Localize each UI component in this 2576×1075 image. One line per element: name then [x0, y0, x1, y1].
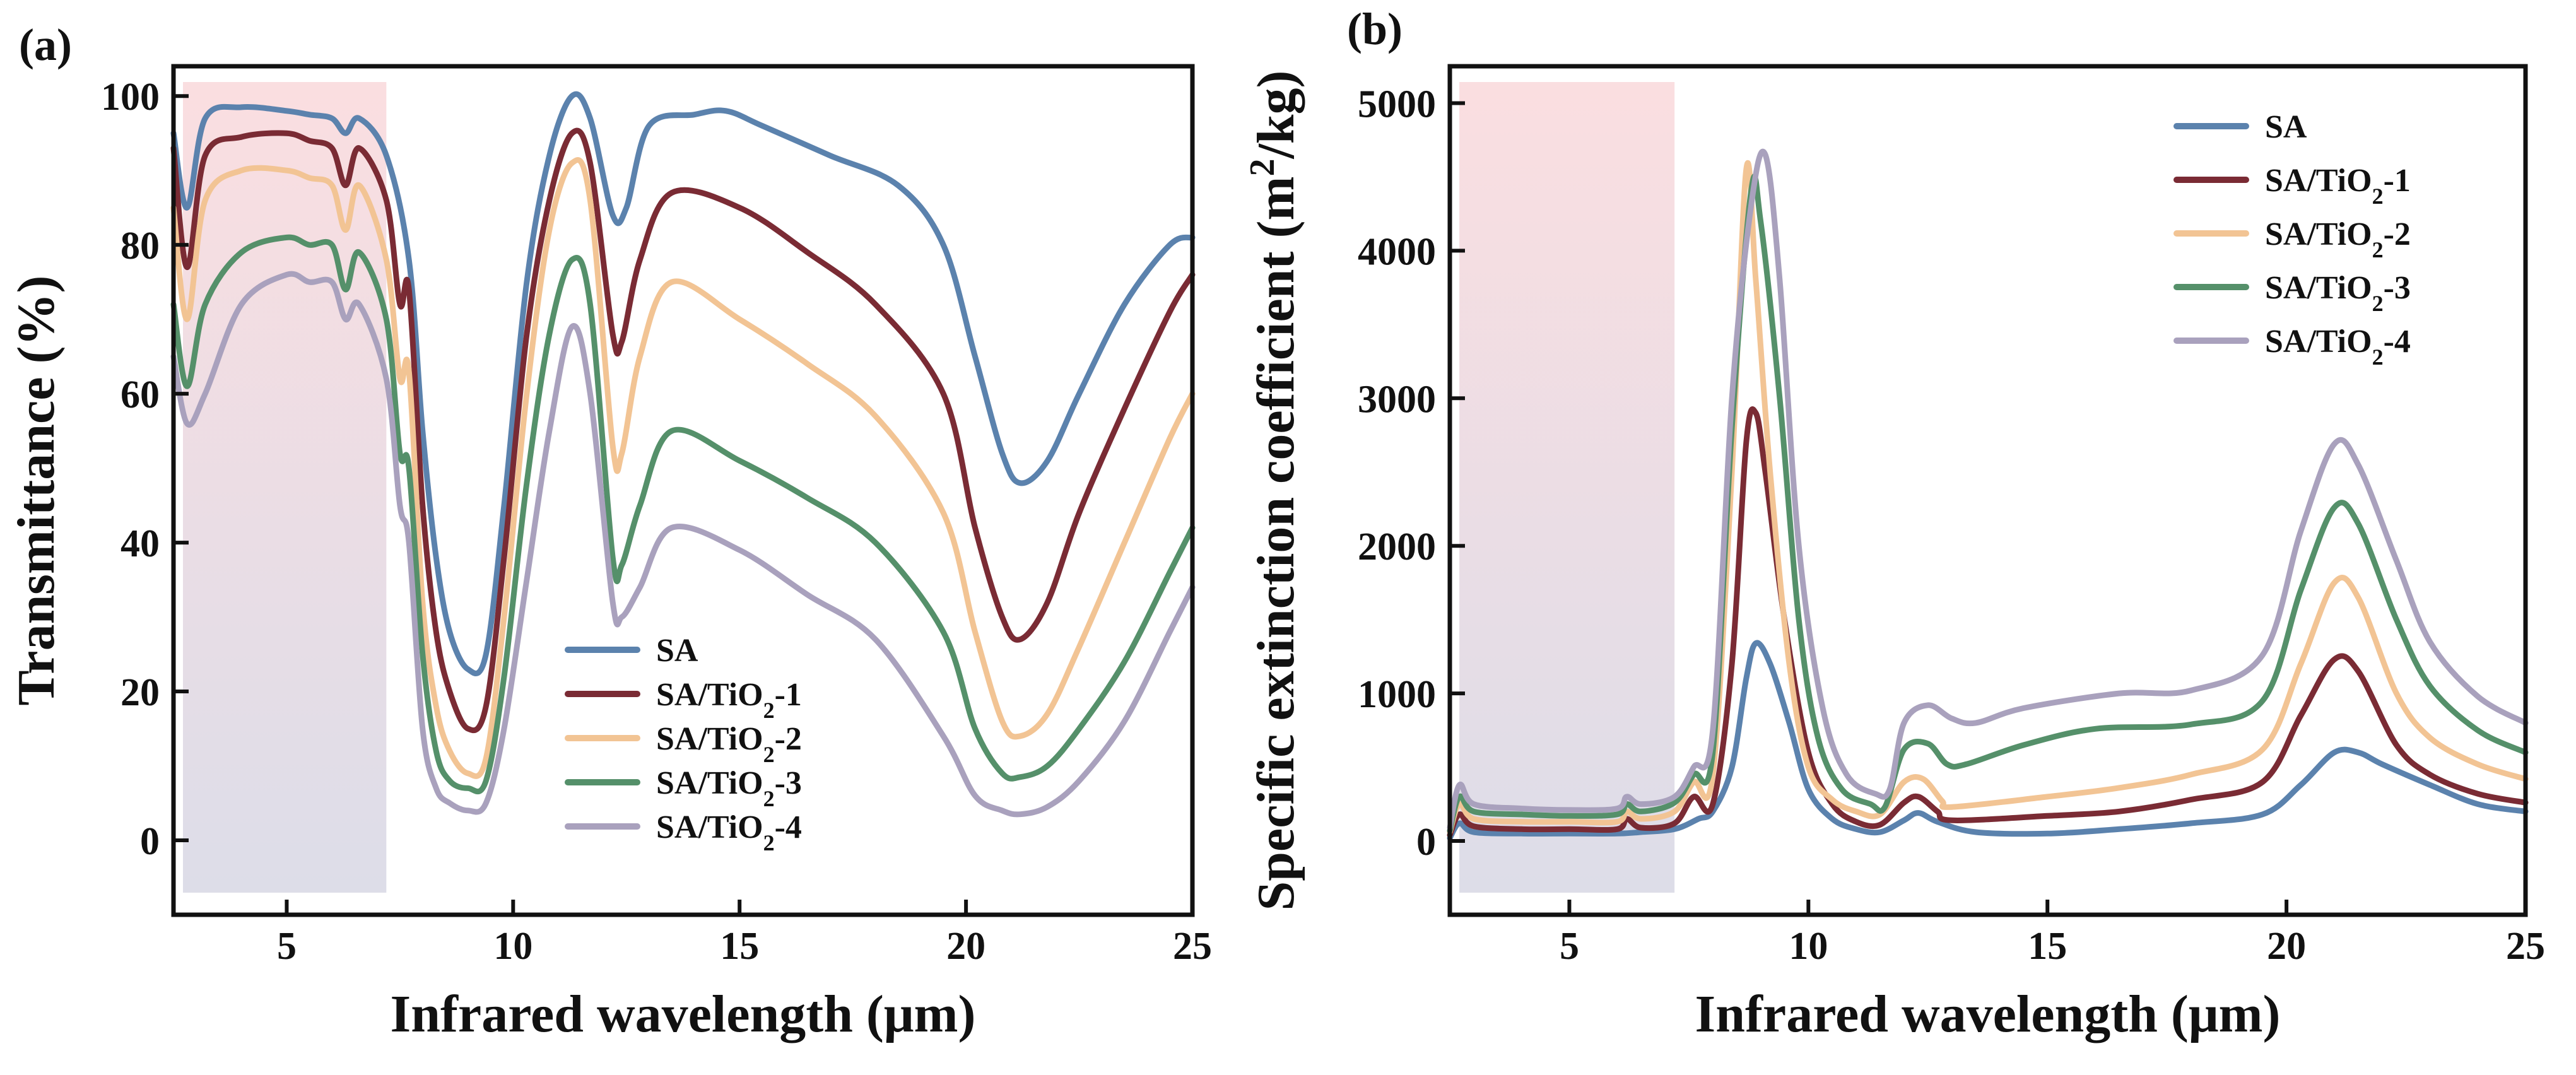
x-tick-label: 5	[1560, 925, 1579, 968]
legend-label: SA	[656, 633, 698, 669]
x-tick-label: 10	[1789, 925, 1828, 968]
y-tick-label: 5000	[1358, 83, 1436, 126]
chart-panel-a: 5 10 15 20 25 0 20 40 60 80 100 (a) Infrared wavelen…	[7, 20, 1212, 1043]
series-line-SA-TiO2-2	[1447, 160, 2529, 835]
legend-label: SA/TiO2-3	[656, 765, 802, 811]
x-tick-label: 25	[2506, 925, 2545, 968]
legend: SA SA/TiO2-1 SA/TiO2-2 SA/TiO2-3 SA/TiO2-4	[2173, 109, 2411, 370]
x-tick-label: 10	[493, 925, 532, 968]
y-tick-label: 1000	[1358, 673, 1436, 716]
y-tick-label: 80	[121, 225, 160, 267]
x-tick-label: 15	[720, 925, 759, 968]
y-tick-label: 4000	[1358, 230, 1436, 273]
panel-label: (a)	[19, 20, 72, 70]
series-line-SA-TiO2-2	[170, 157, 1196, 779]
series-line-SA-TiO2-4	[170, 271, 1196, 818]
x-axis-title: Infrared wavelength (μm)	[391, 985, 976, 1043]
y-tick-label: 0	[140, 820, 160, 863]
x-tick-label: 20	[946, 925, 985, 968]
series-line-SA-TiO2-4	[1447, 148, 2529, 831]
shaded-region	[183, 82, 387, 893]
y-tick-label: 40	[121, 522, 160, 565]
y-tick-label: 2000	[1358, 526, 1436, 568]
plot-frame	[1447, 64, 2528, 917]
y-tick-label: 60	[121, 373, 160, 416]
x-tick-label: 5	[277, 925, 297, 968]
x-axis-title: Infrared wavelength (μm)	[1695, 985, 2281, 1043]
panel-label: (b)	[1347, 4, 1403, 54]
series-line-SA-TiO2-3	[170, 234, 1196, 795]
series-line-SA-TiO2-1	[170, 127, 1196, 734]
x-tick-label: 15	[2028, 925, 2067, 968]
legend-label: SA/TiO2-3	[2265, 270, 2411, 316]
series-line-SA-TiO2-1	[1447, 406, 2529, 838]
legend-label: SA/TiO2-1	[656, 677, 802, 723]
legend: SA SA/TiO2-1SA/TiO2-2SA/TiO2-3SA/TiO2-4	[565, 633, 802, 855]
series-line-SA-TiO2-3	[1447, 173, 2529, 834]
series-line-SA	[1447, 640, 2529, 841]
legend-label: SA/TiO2-4	[2265, 324, 2411, 370]
y-axis-title: Transmittance (%)	[7, 276, 66, 706]
y-tick-label: 20	[121, 671, 160, 714]
legend-label: SA	[2265, 109, 2307, 145]
shaded-region	[1459, 82, 1675, 893]
legend-label: SA/TiO2-1	[2265, 163, 2411, 209]
legend-label: SA/TiO2-4	[656, 809, 802, 855]
chart-panel-b: 5 10 15 20 25 0 1000 2000 3000 4000 5000 (b) Infrare…	[1243, 4, 2545, 1043]
y-tick-label: 0	[1416, 821, 1436, 864]
plot-frame	[171, 64, 1195, 917]
y-tick-label: 100	[101, 76, 160, 119]
legend-label: SA/TiO2-2	[656, 721, 802, 767]
legend-label: SA/TiO2-2	[2265, 216, 2411, 262]
y-axis-title: Specific extinction coefficient (m2/kg)	[1243, 71, 1305, 911]
x-tick-label: 25	[1173, 925, 1212, 968]
x-tick-label: 20	[2267, 925, 2306, 968]
y-tick-label: 3000	[1358, 378, 1436, 421]
series-line-SA	[170, 91, 1196, 676]
